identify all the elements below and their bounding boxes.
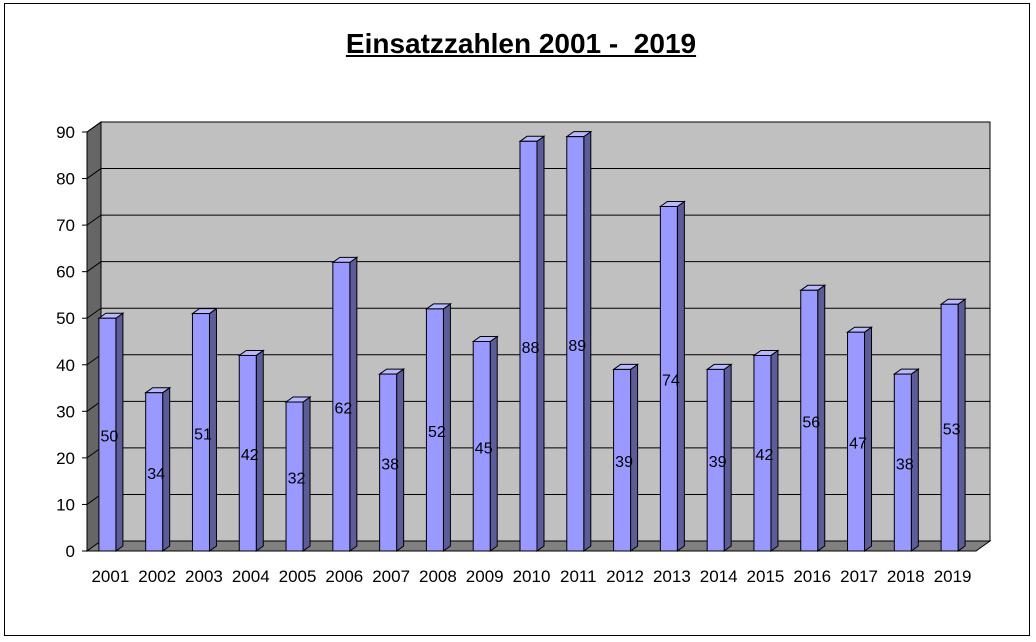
x-tick-label: 2015 [747,567,785,586]
x-tick-label: 2003 [185,567,223,586]
x-tick-label: 2002 [138,567,176,586]
x-tick-label: 2004 [232,567,270,586]
data-label: 39 [615,454,633,471]
bar [285,401,304,552]
data-label: 52 [428,424,446,441]
x-tick-label: 2011 [560,567,597,586]
chart-title: Einsatzzahlen 2001 - 2019 [345,28,697,59]
data-label: 51 [194,426,212,443]
data-label: 53 [943,422,961,439]
y-tick-label: 20 [56,449,75,468]
bar [613,368,632,552]
bar [425,308,444,552]
data-label: 50 [100,429,118,446]
bar [472,341,491,552]
data-label: 42 [756,447,774,464]
y-tick-label: 60 [56,263,75,282]
x-tick-label: 2018 [887,567,925,586]
y-tick-label: 30 [56,402,75,421]
bar [98,317,117,552]
bar [379,373,398,552]
gridline-side [86,168,102,179]
bar [800,289,819,552]
x-tick-label: 2016 [793,567,831,586]
data-label: 89 [568,338,586,355]
gridline-side [86,214,102,226]
x-tick-label: 2019 [934,567,972,586]
bar [191,313,210,552]
x-tick-label: 2010 [513,567,551,586]
gridline-side [86,261,102,273]
x-tick-label: 2017 [840,567,878,586]
bar [940,303,959,552]
data-label: 88 [522,340,540,357]
bar [332,261,351,552]
bar [145,392,164,552]
x-tick-label: 2005 [279,567,317,586]
y-tick-label: 40 [56,356,75,375]
bar [847,331,866,552]
bar [753,354,772,552]
data-label: 38 [381,457,399,474]
data-label: 32 [288,471,306,488]
bar [519,140,538,552]
y-tick-label: 70 [56,216,75,235]
x-tick-label: 2012 [606,567,644,586]
gridline-side [86,121,102,133]
gridline-side [86,307,102,319]
data-label: 38 [896,457,914,474]
x-tick-label: 2014 [700,567,738,586]
y-tick-label: 80 [56,170,75,189]
bar [893,373,912,552]
data-label: 45 [475,440,493,457]
x-tick-label: 2001 [91,567,129,586]
y-tick-label: 0 [66,542,75,561]
y-tick-label: 90 [56,123,75,142]
bar [659,205,678,552]
y-tick-label: 50 [56,309,75,328]
x-tick-label: 2009 [466,567,504,586]
x-tick-label: 2013 [653,567,691,586]
x-tick-label: 2006 [325,567,363,586]
bar [238,354,257,552]
x-tick-label: 2008 [419,567,457,586]
bar [566,136,585,552]
bar [706,368,725,552]
data-label: 42 [241,447,259,464]
x-tick-label: 2007 [372,567,410,586]
data-label: 62 [334,401,352,418]
y-tick-label: 10 [56,495,75,514]
data-label: 74 [662,373,680,390]
data-label: 34 [147,466,165,483]
data-label: 47 [849,436,867,453]
data-label: 56 [802,415,820,432]
data-label: 39 [709,454,727,471]
